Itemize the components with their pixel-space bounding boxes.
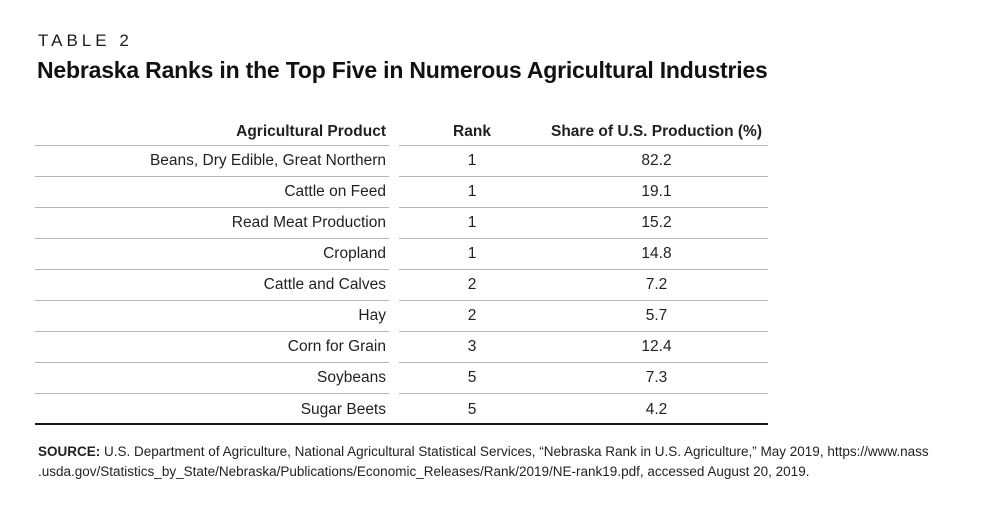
rank-share-group: 1 15.2 bbox=[399, 208, 768, 239]
rank-cell: 1 bbox=[467, 245, 477, 262]
table-row: Sugar Beets 5 4.2 bbox=[35, 394, 768, 425]
table-row: Read Meat Production 1 15.2 bbox=[35, 208, 768, 239]
table-row: Beans, Dry Edible, Great Northern 1 82.2 bbox=[35, 146, 768, 177]
rank-cell: 1 bbox=[467, 214, 477, 231]
product-cell: Corn for Grain bbox=[35, 332, 389, 363]
source-text-line1: U.S. Department of Agriculture, National… bbox=[100, 444, 929, 459]
table-row: Hay 2 5.7 bbox=[35, 301, 768, 332]
product-cell: Cattle on Feed bbox=[35, 177, 389, 208]
data-table: Agricultural Product Rank Share of U.S. … bbox=[35, 118, 768, 425]
table-row: Cattle on Feed 1 19.1 bbox=[35, 177, 768, 208]
page-title: Nebraska Ranks in the Top Five in Numero… bbox=[37, 57, 768, 83]
share-cell: 4.2 bbox=[645, 400, 668, 418]
table-row: Corn for Grain 3 12.4 bbox=[35, 332, 768, 363]
table-row: Soybeans 5 7.3 bbox=[35, 363, 768, 394]
rank-share-group: 1 14.8 bbox=[399, 239, 768, 270]
rank-share-group: 2 5.7 bbox=[399, 301, 768, 332]
table-bottom-rule bbox=[35, 423, 768, 425]
share-cell: 12.4 bbox=[641, 338, 672, 355]
table-label: TABLE 2 bbox=[38, 31, 133, 50]
table-row: Cattle and Calves 2 7.2 bbox=[35, 270, 768, 301]
share-cell: 15.2 bbox=[641, 214, 672, 231]
source-note: SOURCE: U.S. Department of Agriculture, … bbox=[38, 442, 973, 483]
table-header-row: Agricultural Product Rank Share of U.S. … bbox=[35, 118, 768, 146]
header-share: Share of U.S. Production (%) bbox=[551, 122, 762, 140]
rank-share-group: 5 4.2 bbox=[399, 394, 768, 425]
header-agricultural-product: Agricultural Product bbox=[35, 118, 389, 146]
rank-cell: 2 bbox=[467, 307, 477, 324]
rank-cell: 3 bbox=[467, 338, 477, 355]
share-cell: 14.8 bbox=[641, 245, 672, 262]
product-cell: Beans, Dry Edible, Great Northern bbox=[35, 146, 389, 177]
share-cell: 19.1 bbox=[641, 183, 672, 200]
source-text-line2: .usda.gov/Statistics_by_State/Nebraska/P… bbox=[38, 464, 810, 480]
product-cell: Sugar Beets bbox=[300, 400, 386, 418]
share-cell: 7.3 bbox=[645, 369, 668, 386]
rank-cell: 1 bbox=[467, 183, 477, 200]
share-cell: 82.2 bbox=[641, 152, 672, 169]
product-cell: Hay bbox=[35, 301, 389, 332]
product-cell: Read Meat Production bbox=[35, 208, 389, 239]
table-body: Beans, Dry Edible, Great Northern 1 82.2 Ca… bbox=[35, 146, 768, 425]
rank-cell: 1 bbox=[467, 152, 477, 169]
rank-cell: 5 bbox=[467, 369, 477, 386]
header-rank: Rank bbox=[453, 122, 491, 140]
product-cell: Soybeans bbox=[35, 363, 389, 394]
rank-share-group: 1 82.2 bbox=[399, 146, 768, 177]
share-cell: 5.7 bbox=[645, 307, 668, 324]
table-row: Cropland 1 14.8 bbox=[35, 239, 768, 270]
product-cell: Cattle and Calves bbox=[35, 270, 389, 301]
rank-cell: 5 bbox=[467, 400, 477, 418]
share-cell: 7.2 bbox=[645, 276, 668, 293]
rank-share-group: 3 12.4 bbox=[399, 332, 768, 363]
rank-cell: 2 bbox=[467, 276, 477, 293]
rank-share-group: 1 19.1 bbox=[399, 177, 768, 208]
header-rank-share-group: Rank Share of U.S. Production (%) bbox=[399, 118, 768, 146]
product-cell: Cropland bbox=[35, 239, 389, 270]
rank-share-group: 5 7.3 bbox=[399, 363, 768, 394]
rank-share-group: 2 7.2 bbox=[399, 270, 768, 301]
source-label: SOURCE: bbox=[38, 444, 101, 459]
